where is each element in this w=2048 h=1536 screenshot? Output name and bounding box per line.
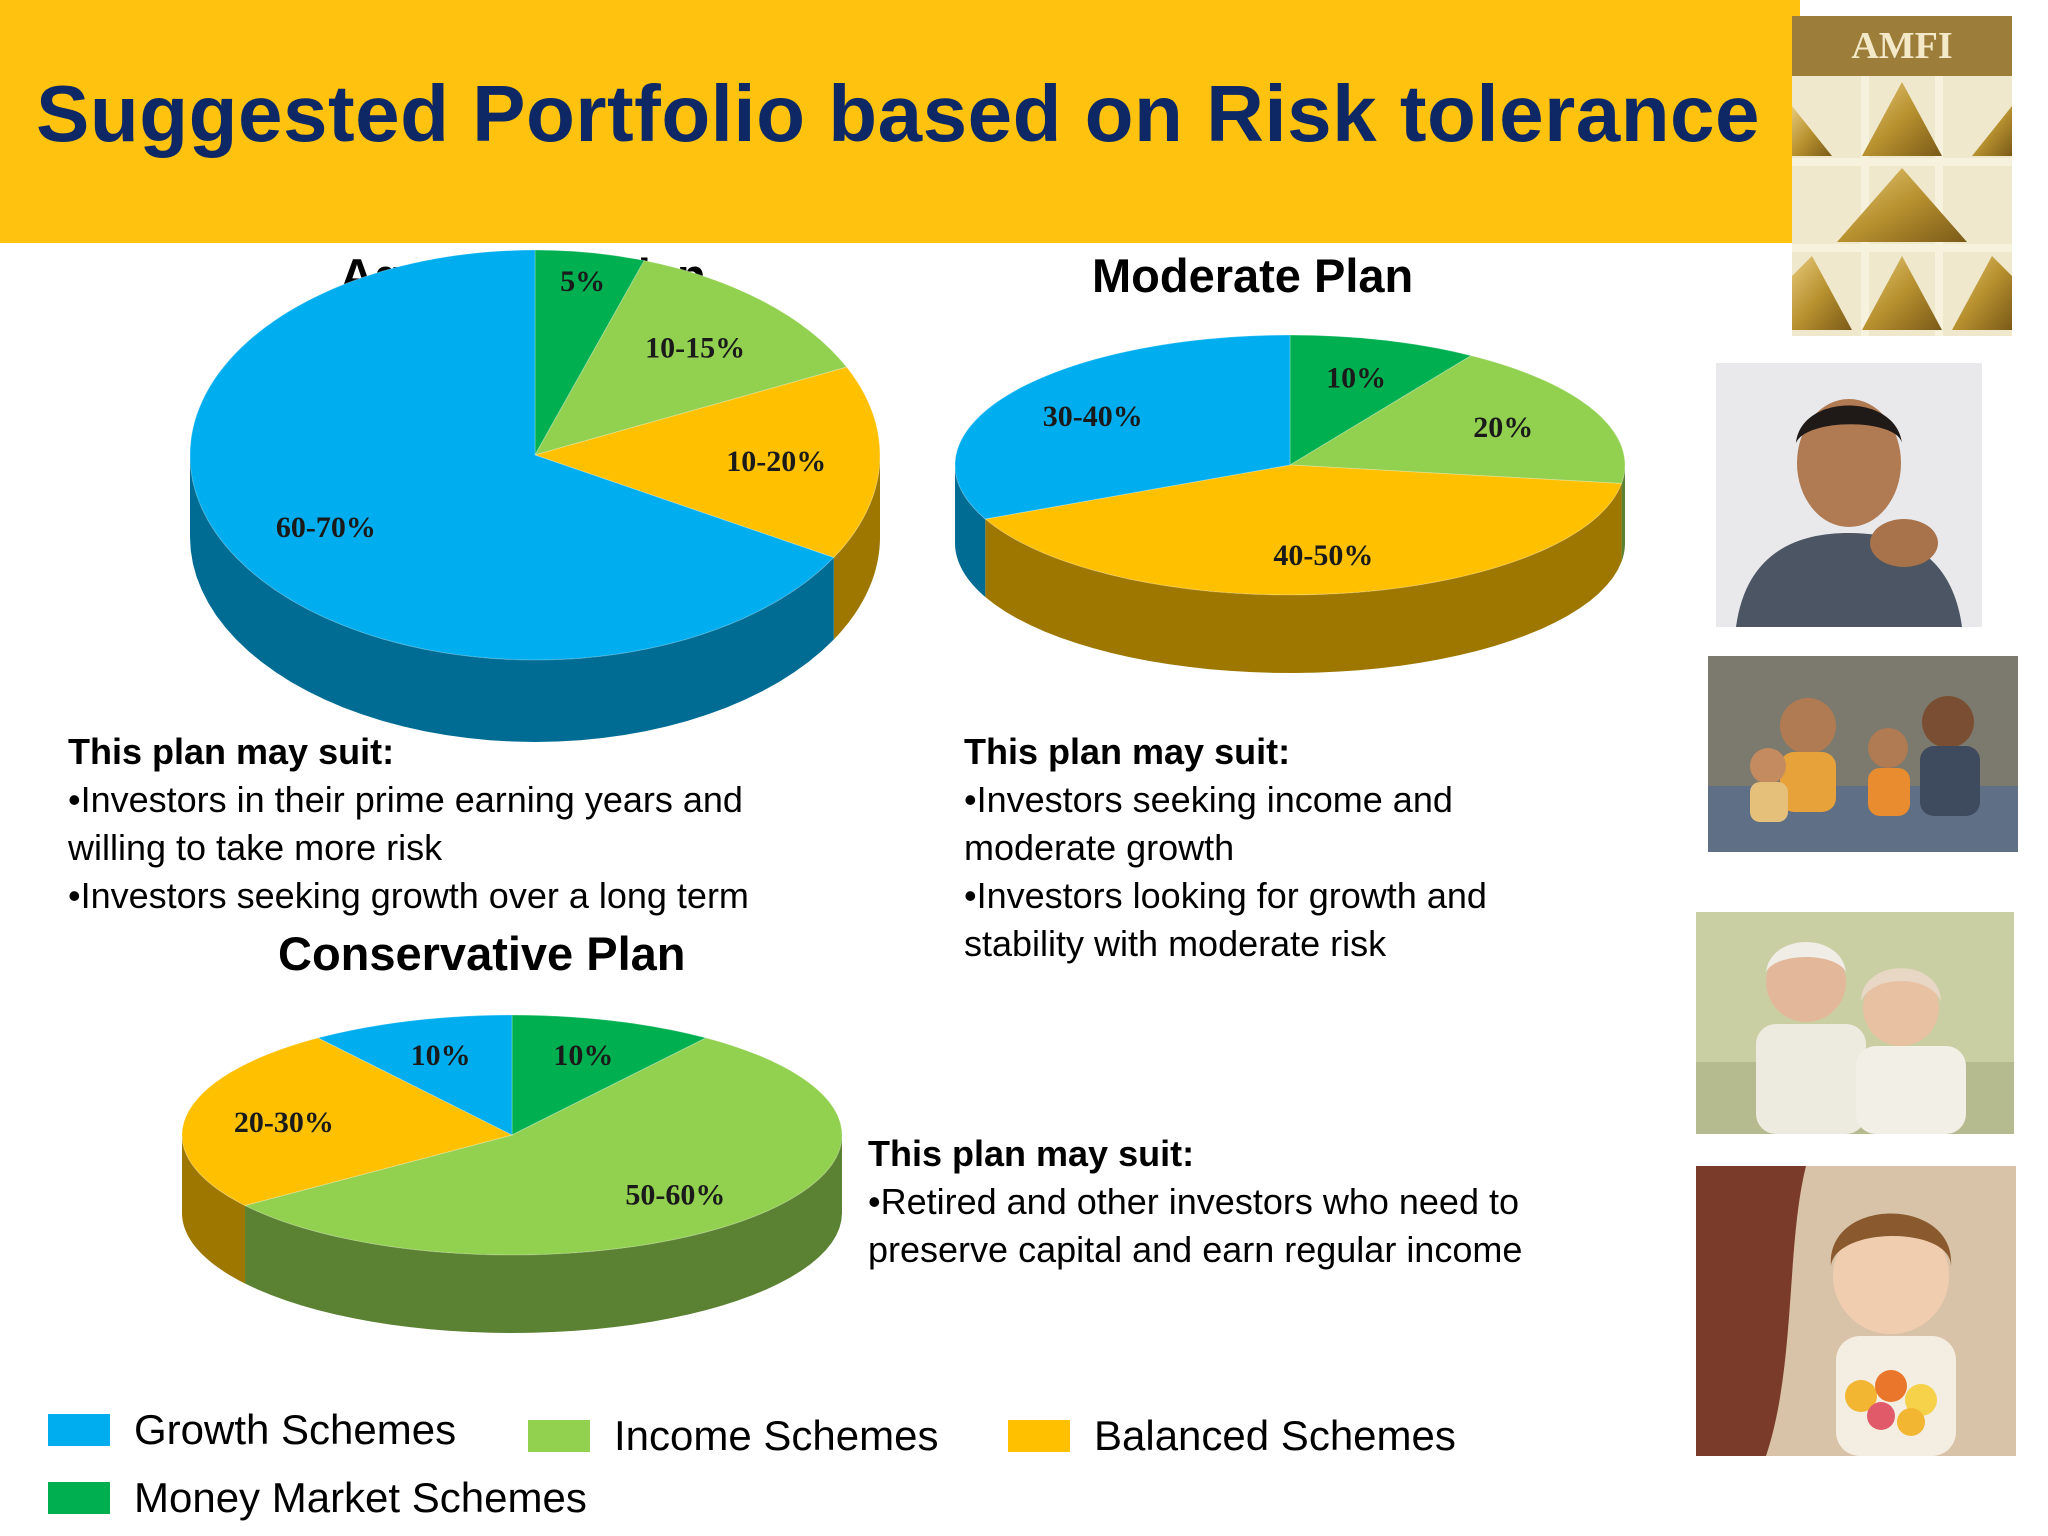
- suitability-heading: This plan may suit:: [868, 1133, 1195, 1174]
- pie-slice-1-1: [1288, 355, 1626, 485]
- legend-label-money-market: Money Market Schemes: [134, 1474, 587, 1521]
- legend-swatch-money-market: [48, 1482, 110, 1514]
- logo-emblem: [1792, 76, 2012, 336]
- pie-label-2-1: 50-60%: [625, 1178, 725, 1211]
- suitability-line: preserve capital and earn regular income: [868, 1229, 1523, 1270]
- pie-side-0-2: [833, 455, 880, 640]
- pie-side-1-1: [1621, 465, 1625, 562]
- family-photo: [1708, 656, 2018, 852]
- pie-label-0-3: 60-70%: [276, 511, 376, 544]
- legend-growth: Growth Schemes: [48, 1406, 456, 1454]
- suitability-line: •Investors seeking income and: [964, 779, 1453, 820]
- pie-side-1-3: [955, 465, 986, 598]
- suitability-line: moderate growth: [964, 827, 1235, 868]
- pie-side-1-2: [985, 483, 1622, 673]
- legend-swatch-income: [528, 1420, 590, 1452]
- pie-slice-2-2: [181, 1037, 514, 1207]
- pie-slice-2-3: [316, 1014, 513, 1136]
- pie-side-2-2: [182, 1135, 246, 1284]
- pie-slice-0-3: [189, 249, 835, 661]
- pie-label-0-2: 10-20%: [726, 445, 826, 478]
- pie-chart-1: 10% 20% 40-50% 30-40%: [954, 334, 1626, 673]
- amfi-logo: AMFI: [1792, 16, 2012, 336]
- pie-slice-2-0: [511, 1014, 708, 1136]
- pie-label-0-0: 5%: [560, 265, 605, 298]
- pie-label-1-3: 30-40%: [1043, 400, 1143, 433]
- legend-income: Income Schemes: [528, 1412, 938, 1460]
- pie-label-1-2: 40-50%: [1273, 539, 1373, 572]
- pie-label-2-2: 20-30%: [234, 1106, 334, 1139]
- pie-side-2-1: [245, 1135, 842, 1333]
- legend-swatch-growth: [48, 1414, 110, 1446]
- legend-swatch-balanced: [1008, 1420, 1070, 1452]
- pie-slice-1-2: [984, 464, 1623, 596]
- legend-label-income: Income Schemes: [614, 1412, 939, 1459]
- pie-slice-1-3: [954, 334, 1291, 520]
- pie-label-1-0: 10%: [1326, 362, 1386, 395]
- legend-label-growth: Growth Schemes: [134, 1406, 457, 1453]
- girl-with-flowers-photo: [1696, 1166, 2016, 1456]
- pie-slice-1-0: [1289, 334, 1473, 466]
- pie-label-2-3: 10%: [411, 1039, 471, 1072]
- pie-chart-2: 10% 50-60% 20-30% 10%: [181, 1014, 843, 1333]
- pie-label-0-1: 10-15%: [645, 332, 745, 365]
- legend-money-market: Money Market Schemes: [48, 1474, 587, 1522]
- legend-balanced: Balanced Schemes: [1008, 1412, 1456, 1460]
- suitability-line: •Investors seeking growth over a long te…: [68, 875, 749, 916]
- pie-slice-0-1: [533, 259, 848, 456]
- pie-label-2-0: 10%: [553, 1039, 613, 1072]
- suitability-line: •Retired and other investors who need to: [868, 1181, 1519, 1222]
- suitability-line: willing to take more risk: [68, 827, 443, 868]
- moderate-suitability: This plan may suit: •Investors seeking i…: [964, 728, 1487, 968]
- conservative-plan-title: Conservative Plan: [278, 927, 686, 980]
- logo-text: AMFI: [1792, 16, 2012, 76]
- suitability-heading: This plan may suit:: [964, 731, 1291, 772]
- young-man-photo: [1716, 363, 1982, 627]
- header-banner: Suggested Portfolio based on Risk tolera…: [0, 0, 1800, 243]
- pie-label-1-1: 20%: [1473, 411, 1533, 444]
- pie-chart-0: 5% 10-15% 10-20% 60-70%: [189, 249, 881, 742]
- pie-slice-2-1: [243, 1037, 843, 1256]
- pie-slice-0-2: [533, 366, 881, 559]
- page-title: Suggested Portfolio based on Risk tolera…: [36, 69, 1761, 158]
- suitability-line: •Investors in their prime earning years …: [68, 779, 743, 820]
- aggressive-suitability: This plan may suit: •Investors in their …: [68, 728, 749, 920]
- conservative-suitability: This plan may suit: •Retired and other i…: [868, 1130, 1522, 1274]
- pie-slice-0-0: [534, 249, 646, 457]
- suitability-heading: This plan may suit:: [68, 731, 395, 772]
- suitability-line: •Investors looking for growth and: [964, 875, 1487, 916]
- elderly-couple-photo: [1696, 912, 2014, 1134]
- pie-side-0-3: [190, 455, 834, 742]
- legend-label-balanced: Balanced Schemes: [1094, 1412, 1456, 1459]
- moderate-plan-title: Moderate Plan: [1092, 249, 1414, 302]
- suitability-line: stability with moderate risk: [964, 923, 1387, 964]
